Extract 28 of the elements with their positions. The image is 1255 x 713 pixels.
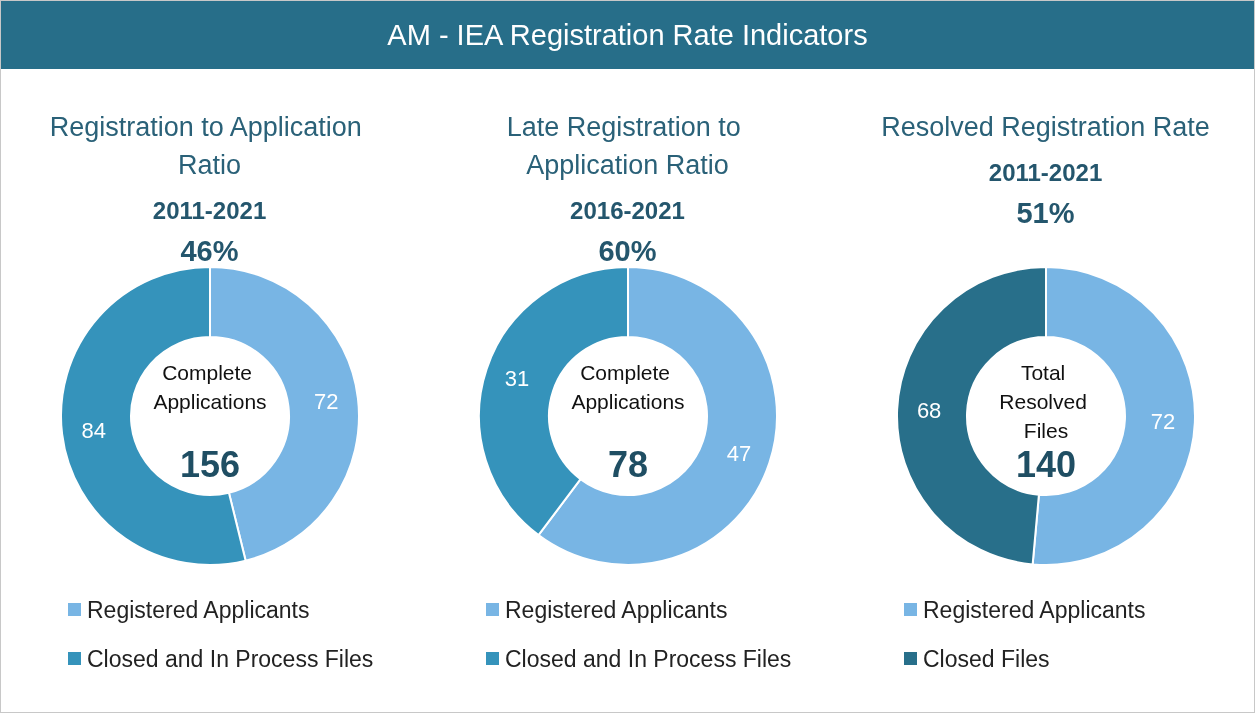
chart-title: Registration to Application Ratio: [49, 112, 370, 180]
legend-label: Closed Files: [923, 645, 1050, 672]
data-label: 84: [81, 417, 107, 443]
text: Total Resolved Files: [999, 361, 1093, 442]
text: 60%: [598, 235, 657, 267]
text: Complete Applications: [571, 361, 685, 413]
text: AM - IEA Registration Rate Indicators: [387, 19, 868, 51]
legend-label: Closed and In Process Files: [505, 645, 792, 672]
text: 46%: [180, 235, 239, 267]
legend-label: Registered Applicants: [923, 596, 1146, 623]
chart-title: Late Registration to Application Ratio: [506, 112, 749, 180]
data-label: 47: [726, 440, 752, 466]
data-label: 72: [1150, 408, 1176, 434]
chart-subtitle: 2011-2021: [152, 196, 267, 224]
text: Complete Applications: [153, 361, 267, 413]
chart-subtitle: 2016-2021: [570, 196, 685, 224]
data-label: 68: [916, 398, 942, 424]
chart-title: Resolved Registration Rate: [881, 112, 1210, 142]
text: 51%: [1016, 197, 1075, 229]
legend-label: Closed and In Process Files: [87, 645, 374, 672]
legend-label: Registered Applicants: [505, 596, 728, 623]
text: 156: [179, 443, 241, 485]
text: 78: [607, 443, 649, 485]
chart-subtitle: 2011-2021: [988, 158, 1103, 186]
text: 140: [1015, 443, 1077, 485]
data-label: 72: [313, 389, 339, 415]
data-label: 31: [504, 366, 530, 392]
legend-label: Registered Applicants: [87, 596, 310, 623]
